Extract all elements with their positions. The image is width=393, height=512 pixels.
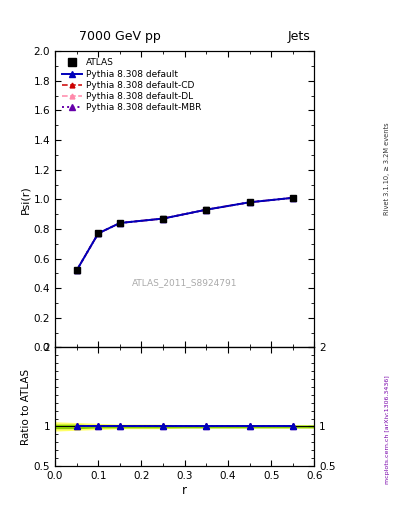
Text: mcplots.cern.ch [arXiv:1306.3436]: mcplots.cern.ch [arXiv:1306.3436] bbox=[385, 376, 389, 484]
Text: Jets: Jets bbox=[288, 30, 310, 44]
Text: 7000 GeV pp: 7000 GeV pp bbox=[79, 30, 160, 44]
Text: ATLAS_2011_S8924791: ATLAS_2011_S8924791 bbox=[132, 278, 237, 287]
Legend: ATLAS, Pythia 8.308 default, Pythia 8.308 default-CD, Pythia 8.308 default-DL, P: ATLAS, Pythia 8.308 default, Pythia 8.30… bbox=[59, 56, 204, 115]
Text: Rivet 3.1.10, ≥ 3.2M events: Rivet 3.1.10, ≥ 3.2M events bbox=[384, 123, 390, 215]
Y-axis label: Ratio to ATLAS: Ratio to ATLAS bbox=[21, 369, 31, 445]
Y-axis label: Psi(r): Psi(r) bbox=[21, 185, 31, 214]
X-axis label: r: r bbox=[182, 483, 187, 497]
